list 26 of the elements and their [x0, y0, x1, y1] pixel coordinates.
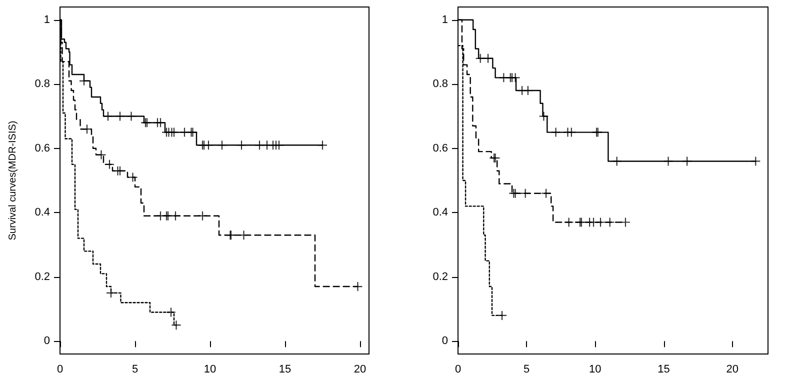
- y-tick-label: 0.4: [432, 206, 448, 219]
- x-tick-label: 0: [454, 364, 462, 376]
- y-tick-label: 0.4: [34, 206, 50, 219]
- x-tick-label: 20: [726, 364, 738, 376]
- y-axis-title: Survival curves(MDR-ISIS): [8, 120, 18, 240]
- x-tick-label: 0: [56, 364, 64, 376]
- x-tick-label: 10: [204, 364, 216, 376]
- x-tick-label: 15: [278, 364, 292, 376]
- y-tick-label: 0.8: [432, 78, 448, 90]
- y-tick-label: 0: [442, 335, 448, 348]
- point: [620, 218, 630, 227]
- y-tick-label: 0.2: [34, 270, 50, 283]
- x-tick-label: 5: [132, 364, 138, 376]
- point: [128, 172, 138, 182]
- y-tick-label: 0: [44, 335, 50, 348]
- y-tick-label: 1: [442, 14, 448, 26]
- y-tick-label: 1: [44, 14, 50, 26]
- y-tick-label: 0.6: [432, 142, 448, 154]
- x-tick-label: 15: [658, 364, 670, 376]
- x-tick-label: 10: [589, 364, 602, 376]
- x-tick-label: 20: [354, 364, 366, 376]
- y-tick-label: 0.8: [34, 78, 50, 90]
- x-tick-label: 5: [524, 364, 530, 376]
- y-tick-label: 0.2: [432, 270, 448, 283]
- point: [172, 320, 181, 330]
- y-tick-label: 0.6: [34, 142, 50, 154]
